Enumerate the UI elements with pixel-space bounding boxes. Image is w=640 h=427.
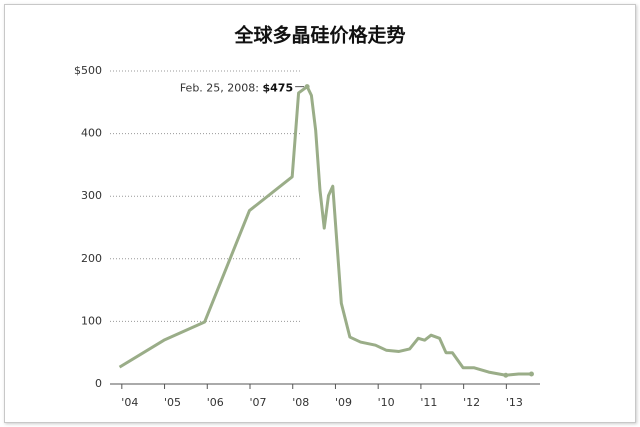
x-tick-label: '04 — [121, 396, 138, 409]
x-tick-label: '12 — [463, 396, 480, 409]
series-line — [118, 85, 532, 377]
x-tick-label: '13 — [506, 396, 523, 409]
chart-title: 全球多晶硅价格走势 — [233, 24, 405, 47]
x-tick-label: '05 — [164, 396, 181, 409]
y-tick-label: $500 — [74, 64, 102, 77]
x-tick-label: '11 — [420, 396, 437, 409]
y-tick-label: 100 — [81, 314, 102, 327]
x-tick-label: '09 — [335, 396, 352, 409]
y-tick-label: 300 — [81, 189, 102, 202]
x-tick-label: '08 — [292, 396, 309, 409]
x-tick-label: '10 — [378, 396, 395, 409]
y-tick-label: 200 — [81, 252, 102, 265]
annotation-dot — [304, 84, 310, 90]
x-tick-label: '07 — [249, 396, 266, 409]
y-tick-label: 400 — [81, 127, 102, 140]
annotation-value: $475 — [263, 82, 294, 95]
annotation: Feb. 25, 2008: $475 — [180, 82, 293, 95]
x-tick-label: '06 — [207, 396, 224, 409]
frame — [4, 4, 636, 423]
annotation-date: Feb. 25, 2008: — [180, 82, 259, 95]
end-dot — [528, 371, 534, 377]
end-dot — [503, 372, 509, 378]
y-tick-label: 0 — [95, 377, 102, 390]
